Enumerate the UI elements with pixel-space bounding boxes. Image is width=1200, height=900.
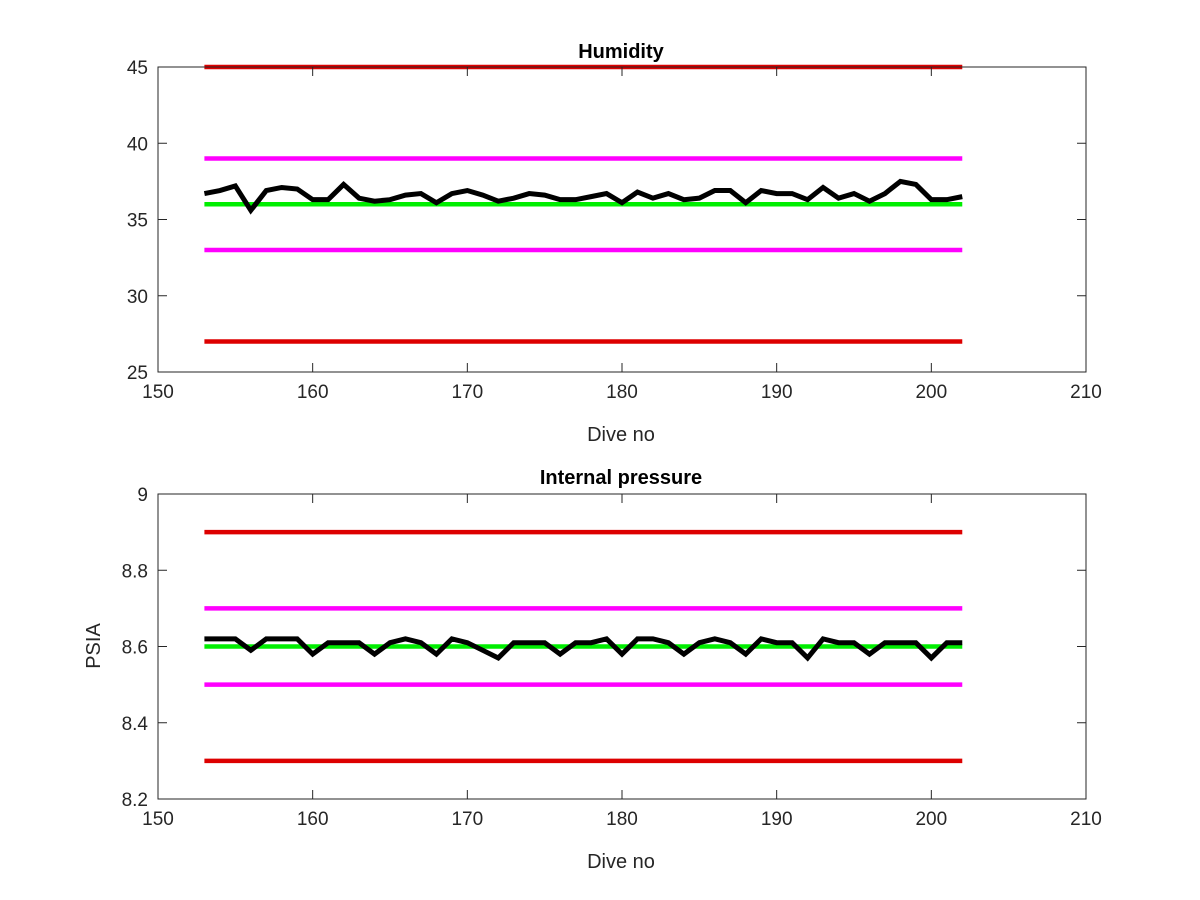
chart-title: Internal pressure (540, 467, 702, 489)
x-tick-label: 160 (297, 809, 329, 830)
x-tick-label: 170 (451, 809, 483, 830)
data-series-line (203, 178, 963, 215)
x-tick-label: 210 (1070, 809, 1102, 830)
x-tick-label: 160 (297, 382, 329, 403)
y-tick-label: 40 (127, 134, 148, 155)
x-tick-label: 200 (915, 382, 947, 403)
y-tick-label: 8.8 (122, 561, 148, 582)
x-tick-label: 180 (606, 382, 638, 403)
x-tick-label: 170 (451, 382, 483, 403)
x-tick-label: 180 (606, 809, 638, 830)
y-tick-label: 8.4 (122, 714, 149, 735)
x-tick-label: 210 (1070, 382, 1102, 403)
x-tick-label: 200 (915, 809, 947, 830)
y-tick-label: 9 (137, 485, 148, 506)
y-tick-label: 35 (127, 211, 148, 232)
x-tick-label: 190 (761, 809, 793, 830)
y-tick-label: 45 (127, 58, 148, 79)
chart-title: Humidity (578, 41, 664, 63)
data-series-line (204, 636, 963, 662)
y-axis-label: PSIA (83, 623, 105, 669)
internal-pressure-chart: Internal pressure Dive no PSIA 150 160 170… (83, 467, 1102, 873)
x-tick-label: 190 (761, 382, 793, 403)
x-axis-label: Dive no (587, 424, 655, 446)
y-tick-label: 25 (127, 363, 148, 384)
x-tick-label: 150 (142, 382, 174, 403)
x-tick-label: 150 (142, 809, 174, 830)
y-tick-label: 30 (127, 287, 148, 308)
x-axis-label: Dive no (587, 851, 655, 873)
humidity-chart: Humidity Dive no 150 160 170 180 190 200 210 25… (127, 41, 1102, 446)
y-tick-label: 8.6 (122, 638, 148, 659)
y-tick-label: 8.2 (122, 790, 148, 811)
